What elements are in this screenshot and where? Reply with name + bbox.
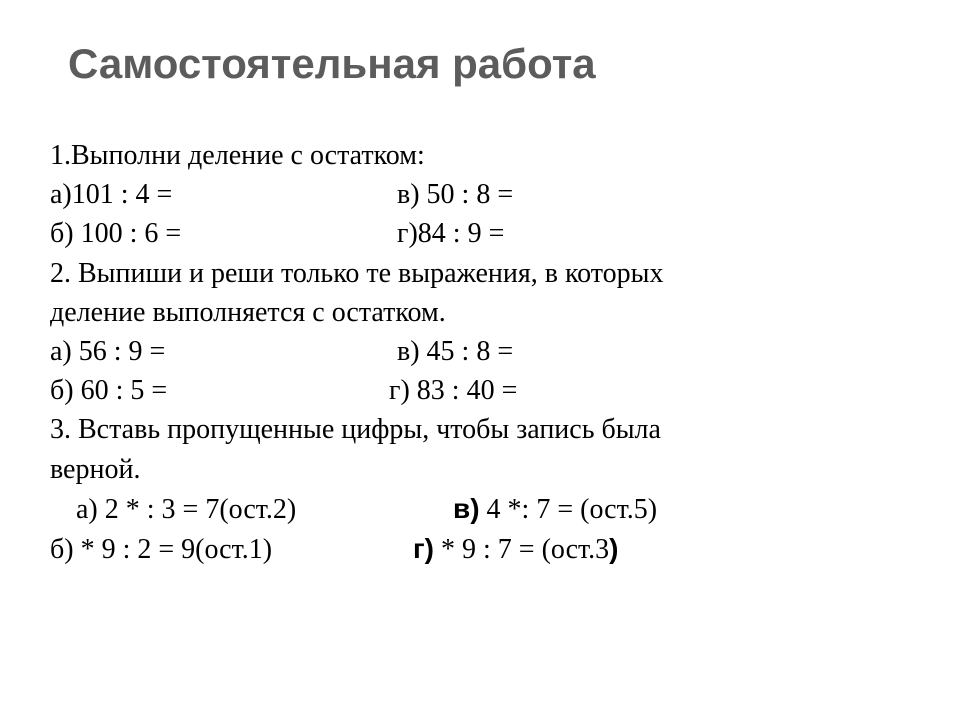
task2-g: г) 83 : 40 = xyxy=(389,371,517,410)
worksheet-body: 1.Выполни деление с остатком: а)101 : 4 … xyxy=(50,136,910,569)
task2-a: а) 56 : 9 = xyxy=(50,332,390,371)
task2-row-b-g: б) 60 : 5 = г) 83 : 40 = xyxy=(50,371,910,410)
task3-heading-line2: верной. xyxy=(50,450,910,489)
task3-v-label: в) xyxy=(453,493,480,524)
task3-b: б) * 9 : 2 = 9(ост.1) xyxy=(50,530,406,569)
task3-a: а) 2 * : 3 = 7(ост.2) xyxy=(76,490,446,529)
task2-v: в) 45 : 8 = xyxy=(397,332,513,371)
task1-a: а)101 : 4 = xyxy=(50,175,390,214)
task3-v-expr: 4 *: 7 = (ост.5) xyxy=(480,494,657,525)
slide: Самостоятельная работа 1.Выполни деление… xyxy=(0,0,960,720)
task2-heading-line1: 2. Выпиши и реши только те выражения, в … xyxy=(50,254,910,293)
task3-heading-line1: 3. Вставь пропущенные цифры, чтобы запис… xyxy=(50,410,910,449)
task1-row-a-v: а)101 : 4 = в) 50 : 8 = xyxy=(50,175,910,214)
task1-g: г)84 : 9 = xyxy=(397,214,504,253)
task3-row-a-v: а) 2 * : 3 = 7(ост.2) в) 4 *: 7 = (ост.5… xyxy=(76,489,910,529)
task2-row-a-v: а) 56 : 9 = в) 45 : 8 = xyxy=(50,332,910,371)
task1-b: б) 100 : 6 = xyxy=(50,214,390,253)
task3-g-expr: * 9 : 7 = (ост.3 xyxy=(434,534,609,565)
task1-v: в) 50 : 8 = xyxy=(397,175,513,214)
task3-v: в) 4 *: 7 = (ост.5) xyxy=(453,489,657,529)
task2-b: б) 60 : 5 = xyxy=(50,371,382,410)
task3-g-close: ) xyxy=(609,533,618,564)
task3-row-b-g: б) * 9 : 2 = 9(ост.1) г) * 9 : 7 = (ост.… xyxy=(50,529,910,569)
task3-g: г) * 9 : 7 = (ост.3) xyxy=(413,529,618,569)
task1-heading: 1.Выполни деление с остатком: xyxy=(50,136,910,175)
page-title: Самостоятельная работа xyxy=(68,40,910,88)
task3-g-label: г) xyxy=(413,533,434,564)
task1-row-b-g: б) 100 : 6 = г)84 : 9 = xyxy=(50,214,910,253)
task2-heading-line2: деление выполняется с остатком. xyxy=(50,293,910,332)
